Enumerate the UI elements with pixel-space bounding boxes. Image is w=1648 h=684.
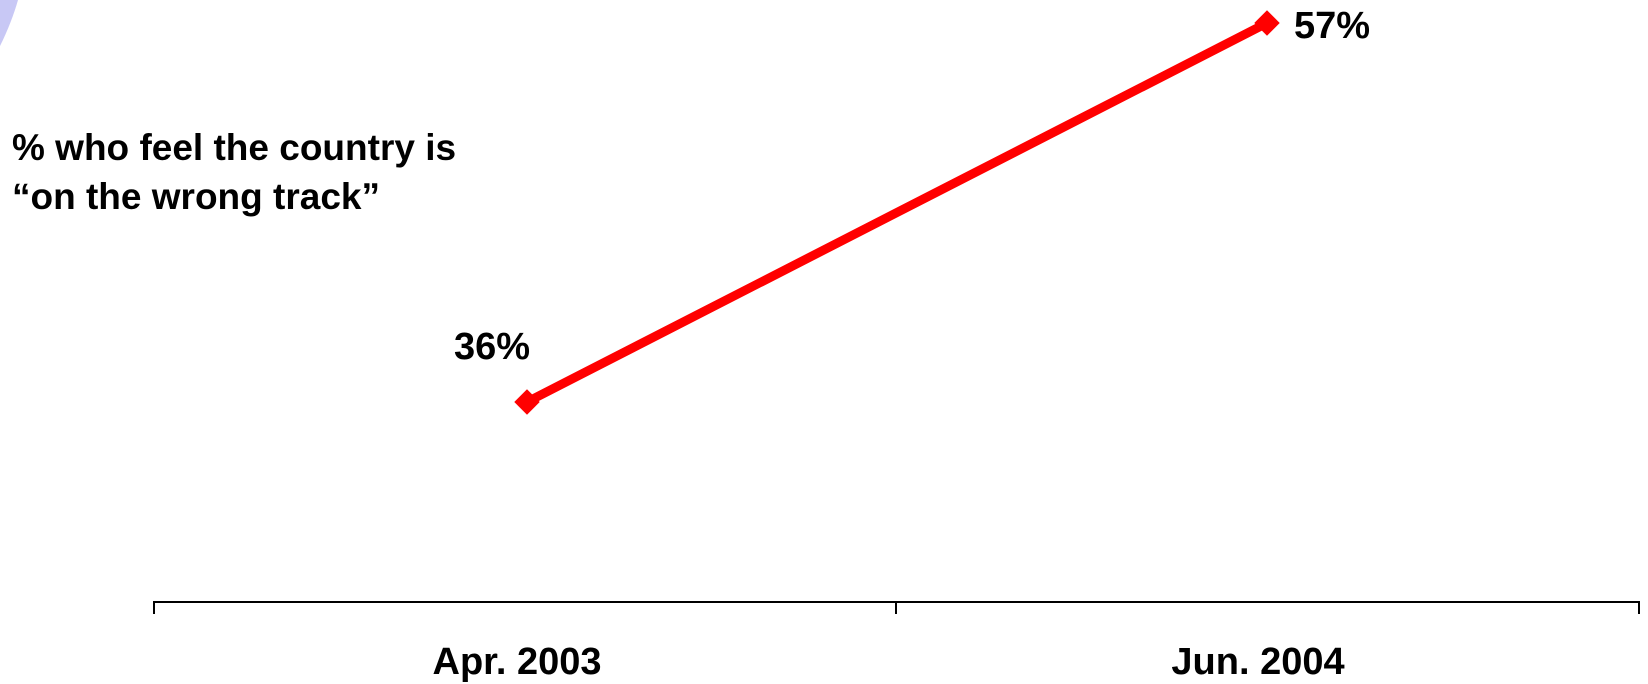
corner-decoration (0, 0, 18, 46)
x-tick-label-jun-2004: Jun. 2004 (1171, 641, 1344, 683)
data-label-jun-2004: 57% (1294, 5, 1370, 47)
series-line (522, 18, 1272, 407)
series-wrong-track (514, 10, 1280, 415)
data-label-apr-2003: 36% (454, 326, 530, 368)
chart-title-line-1: % who feel the country is (12, 127, 456, 168)
x-tick-label-apr-2003: Apr. 2003 (433, 641, 602, 683)
chart-title-line-2: “on the wrong track” (12, 176, 380, 217)
data-point-apr-2003 (514, 389, 540, 415)
x-axis (153, 601, 1640, 614)
